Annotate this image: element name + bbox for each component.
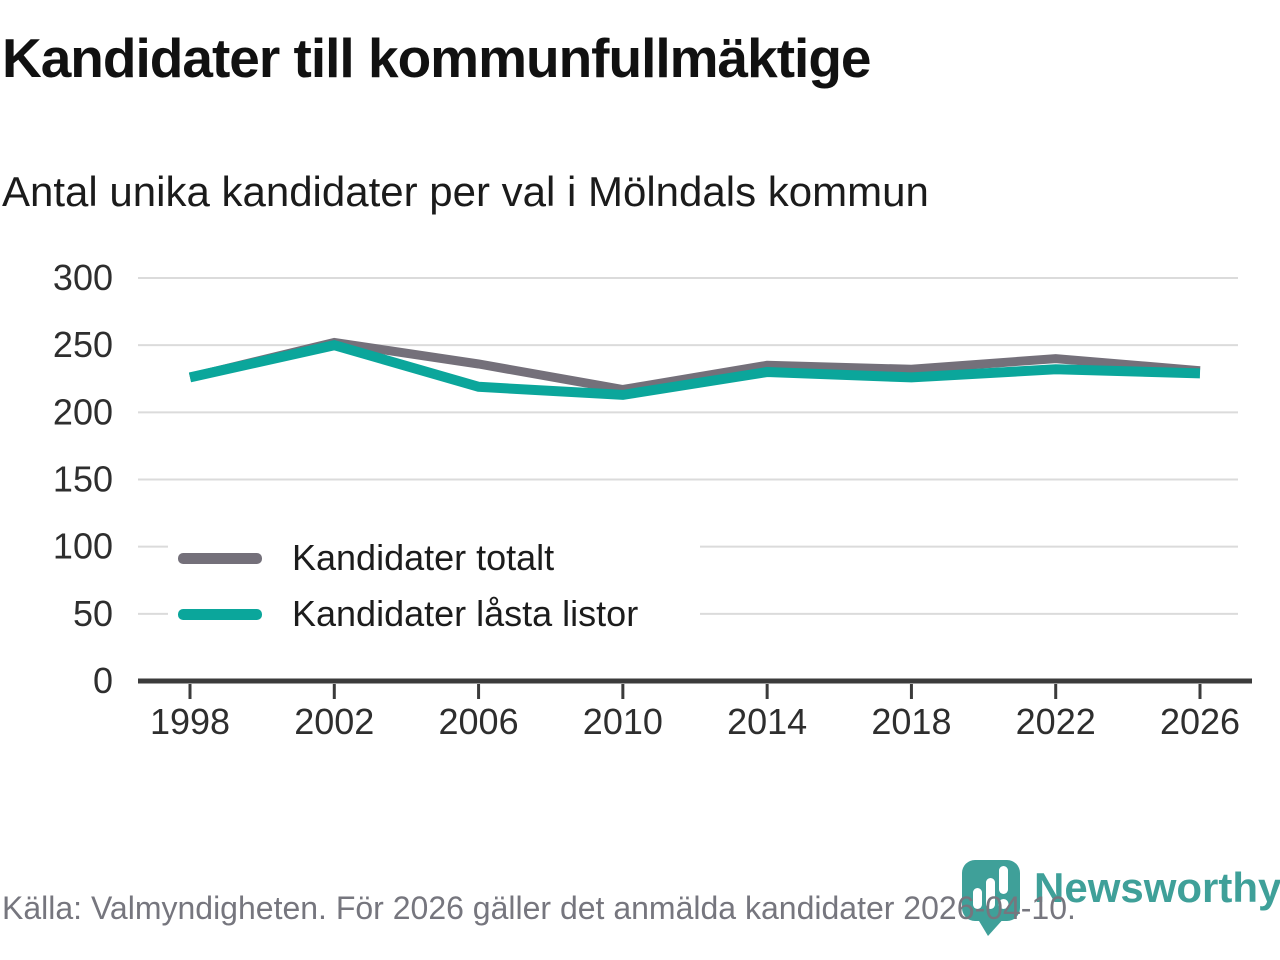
x-tick-label: 1998 [150,701,230,742]
legend-label-totalt: Kandidater totalt [292,537,555,578]
chart-legend: Kandidater totalt Kandidater låsta listo… [168,530,700,642]
newsworthy-logo: Newsworthy [956,852,1280,940]
y-tick-label: 300 [53,257,113,298]
x-tick-label: 2022 [1016,701,1096,742]
legend-label-lasta-listor: Kandidater låsta listor [292,593,639,634]
source-note: Källa: Valmyndigheten. För 2026 gäller d… [2,890,1076,926]
legend-item-totalt: Kandidater totalt [168,534,700,582]
y-tick-label: 250 [53,324,113,365]
x-tick-label: 2010 [583,701,663,742]
x-tick-label: 2002 [294,701,374,742]
y-tick-label: 0 [93,660,113,701]
y-tick-label: 100 [53,526,113,567]
legend-item-lasta-listor: Kandidater låsta listor [168,590,700,638]
newsworthy-wordmark: Newsworthy [1034,864,1280,911]
x-tick-label: 2006 [439,701,519,742]
x-tick-label: 2026 [1160,701,1240,742]
x-tick-label: 2014 [727,701,807,742]
series-line-0 [188,337,1201,395]
series-line-1 [188,340,1201,400]
legend-swatch-gray-line [178,552,262,564]
chart-subtitle: Antal unika kandidater per val i Mölndal… [2,168,929,215]
y-tick-label: 200 [53,391,113,432]
page-title: Kandidater till kommunfullmäktige [2,27,872,89]
legend-swatch-teal-line [178,608,262,620]
newsworthy-pin-icon [962,860,1020,936]
y-tick-label: 50 [73,593,113,634]
x-tick-label: 2018 [871,701,951,742]
y-tick-label: 150 [53,459,113,500]
